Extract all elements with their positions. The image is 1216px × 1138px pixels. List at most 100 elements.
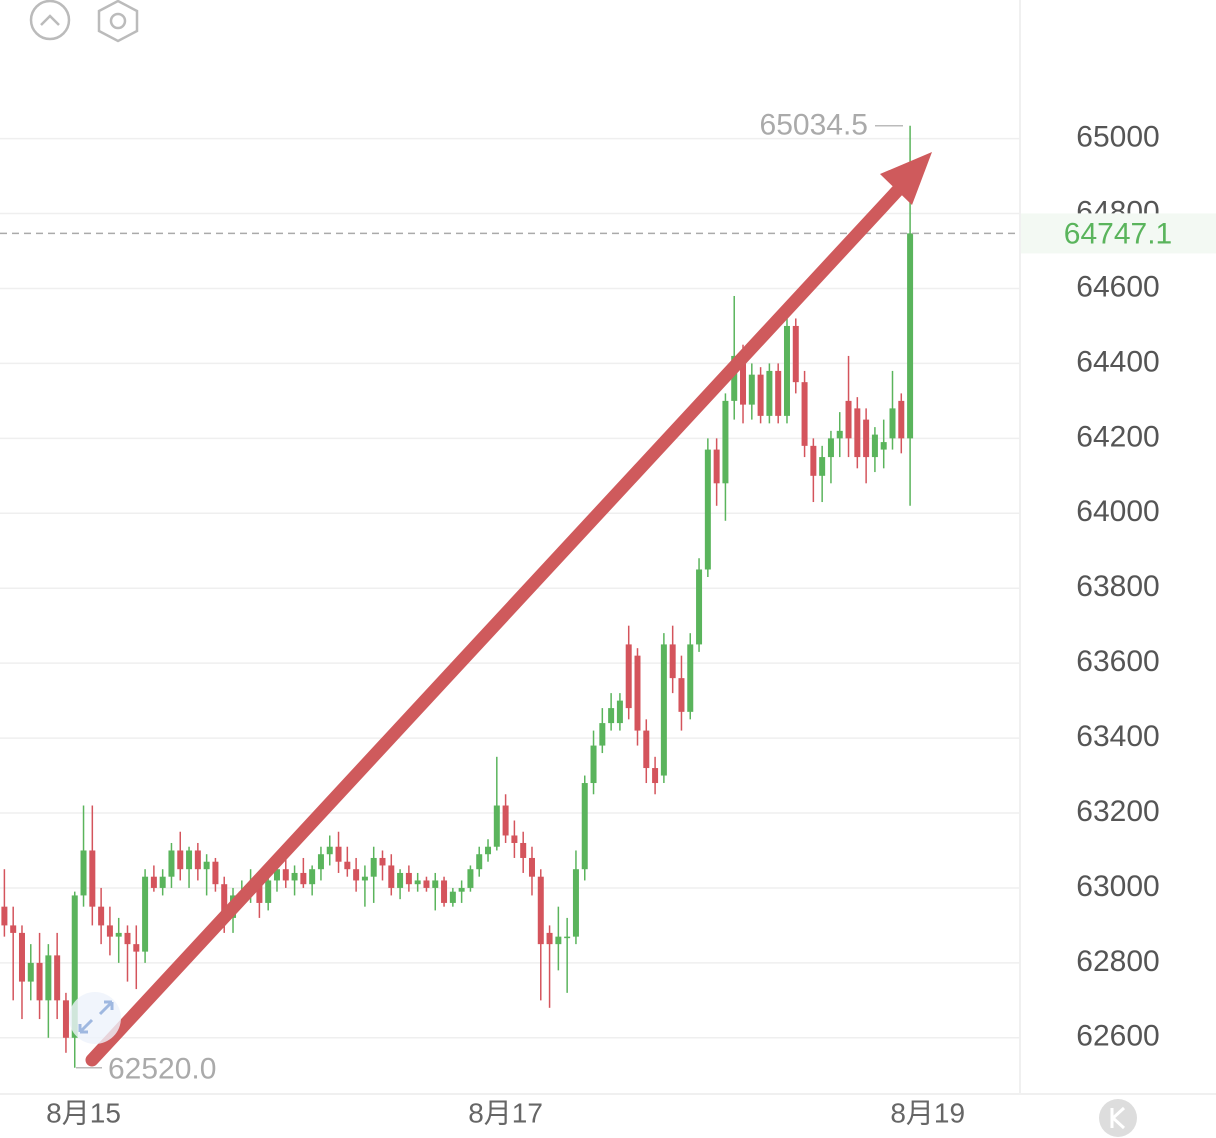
arrow-shaft [85,183,905,1067]
candle-body [159,876,166,888]
candle-body [546,932,553,945]
candle-body [528,857,535,877]
candle-body [10,925,17,933]
candle-body [441,880,448,903]
candle-body [221,884,228,918]
low-label: 62520.0 [108,1053,216,1086]
candle-body [265,880,272,903]
candle-body [80,850,87,896]
collapse-button[interactable] [29,0,71,41]
y-tick-label: 64000 [1076,495,1159,528]
settings-button[interactable] [97,0,139,43]
candle-body [317,854,324,870]
candle-body [827,438,834,458]
candle-body [740,355,747,405]
candle-body [397,872,404,888]
candle-body [599,723,606,746]
candle-body [309,869,316,885]
candle-body [203,861,210,870]
x-tick-label: 8月19 [890,1097,965,1128]
candle-body [704,449,711,570]
candle-body [836,430,843,439]
candle-body [590,745,597,784]
y-tick-label: 63800 [1076,570,1159,603]
high-label: 65034.5 [760,109,868,142]
candle-body [36,962,43,1001]
candle-body [291,872,298,881]
candle-body [722,400,729,484]
candle-body [643,730,650,769]
icon-dot [109,12,127,30]
candle-body [880,442,887,450]
candle-body [335,846,342,862]
candle-body [379,857,386,866]
last-price-box [1021,213,1216,254]
candle-body [423,880,430,888]
candle-body [45,955,52,1001]
candle-body [537,876,544,945]
candles [1,125,914,1068]
candle-body [608,708,615,724]
candle-body [449,891,456,903]
y-tick-label: 64600 [1076,270,1159,303]
candle-body [89,850,96,907]
candle-body [62,1000,69,1038]
candle-body [300,872,307,885]
icon-arrows [78,1000,114,1034]
candle-body [326,846,333,855]
icon-circle [29,0,71,41]
icon-circle [1099,1099,1137,1137]
k-button[interactable] [1099,1099,1137,1137]
candle-body [616,700,623,724]
x-tick-label: 8月15 [46,1097,121,1128]
candle-body [256,884,263,903]
candle-body [353,869,360,881]
candle-body [18,932,25,982]
candle-body [898,400,905,439]
candle-body [467,869,474,888]
candle-body [766,370,773,416]
y-tick-label: 63600 [1076,645,1159,678]
candle-body [493,805,500,847]
candle-body [142,876,149,952]
candle-body [133,944,140,952]
candle-body [625,644,632,709]
candle-body [361,876,368,881]
candle-body [783,325,790,416]
candle-body [678,678,685,712]
candle-body [572,869,579,937]
candle-body [370,857,377,877]
icon-chevron [40,14,60,26]
candle-body [757,374,764,416]
candle-body [54,955,61,1001]
candle-body [71,895,78,1038]
candle-body [186,850,193,870]
candle-body [634,655,641,731]
arrow-head [880,152,932,205]
candle-body [555,936,562,945]
candle-body [792,325,799,383]
y-tick-label: 65000 [1076,121,1159,154]
candle-body [27,962,34,982]
candle-body [564,936,571,939]
candle-body [458,887,465,892]
icon-bg [69,992,121,1044]
candle-body [845,400,852,439]
y-tick-label: 63000 [1076,870,1159,903]
last-price-label: 64747.1 [1064,217,1172,250]
candle-body [485,846,492,855]
y-tick-label: 62800 [1076,945,1159,978]
candle-body [502,805,509,836]
candle-body [150,876,157,888]
candle-body [388,865,395,888]
candle-body [731,355,738,401]
candle-body [889,408,896,439]
candle-body [124,932,131,945]
candle-body [652,768,659,784]
candle-body [1,906,8,926]
candle-body [581,783,588,870]
candle-body [696,569,703,645]
candle-body [414,880,421,885]
expand-button[interactable] [69,992,121,1044]
